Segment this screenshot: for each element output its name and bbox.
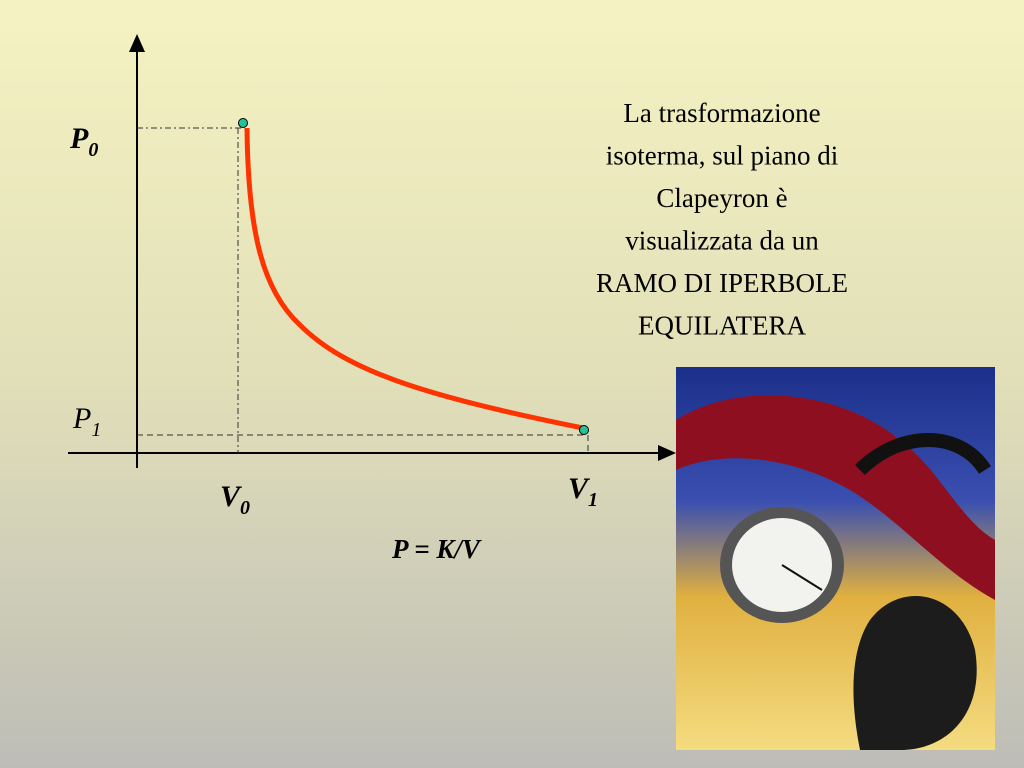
photo-tube <box>855 433 991 476</box>
label-letter: V <box>568 472 591 505</box>
photo-cuff <box>676 395 995 600</box>
p0-label: P0 <box>69 122 98 161</box>
formula: P = K/V <box>391 534 482 564</box>
label-letter: P <box>72 402 91 435</box>
v0-label: V0 <box>220 480 250 519</box>
diagram: P0 P1 V0 V1 P = K/V <box>68 34 676 564</box>
description-line: visualizzata da un <box>625 226 819 256</box>
description: La trasformazione isoterma, sul piano di C… <box>596 98 848 341</box>
description-line: EQUILATERA <box>638 311 806 341</box>
description-line: La trasformazione <box>623 98 820 128</box>
label-sub: 1 <box>91 419 101 441</box>
point-end <box>579 425 589 435</box>
photo-bulb <box>853 596 977 750</box>
point-start <box>238 118 248 128</box>
label-letter: V <box>220 480 243 513</box>
description-line: isoterma, sul piano di <box>606 141 838 171</box>
label-sub: 0 <box>88 139 98 161</box>
label-letter: P <box>69 122 89 155</box>
label-sub: 1 <box>588 489 598 511</box>
description-line: Clapeyron è <box>656 183 787 213</box>
isotherm-curve <box>244 127 584 431</box>
description-line: RAMO DI IPERBOLE <box>596 268 848 298</box>
photo <box>676 367 995 750</box>
p1-label: P1 <box>72 402 101 441</box>
label-sub: 0 <box>240 497 250 519</box>
photo-gauge-needle <box>781 564 823 591</box>
v1-label: V1 <box>568 472 598 511</box>
